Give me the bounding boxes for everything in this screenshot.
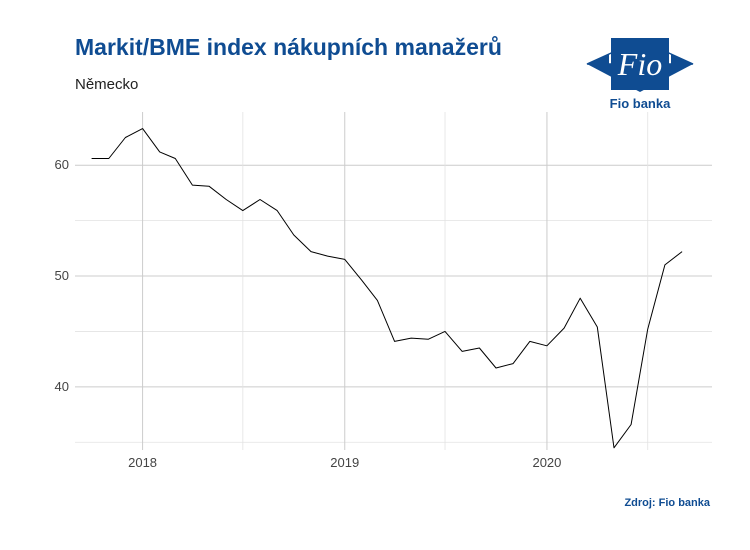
data-point (360, 279, 363, 282)
data-point (158, 150, 161, 153)
data-point (107, 157, 110, 160)
data-point (259, 198, 262, 201)
data-point (512, 362, 515, 365)
data-point (478, 347, 481, 350)
data-point (276, 209, 279, 212)
data-point (444, 330, 447, 333)
data-point (494, 366, 497, 369)
y-tick-label: 50 (55, 268, 69, 283)
data-point (579, 297, 582, 300)
data-point (343, 258, 346, 261)
fio-banka-logo: Fio Fio banka (585, 34, 695, 114)
data-point (630, 423, 633, 426)
data-point (545, 344, 548, 347)
data-point (208, 185, 211, 188)
data-point (225, 198, 228, 201)
data-point (681, 250, 684, 253)
page-subtitle: Německo (75, 76, 139, 93)
logo-brand-name: Fio banka (609, 96, 671, 111)
data-point (596, 325, 599, 328)
chart-grid (75, 112, 712, 450)
data-point (174, 157, 177, 160)
data-point (376, 299, 379, 302)
data-point (410, 337, 413, 340)
y-tick-label: 40 (55, 379, 69, 394)
data-point (326, 255, 329, 258)
data-point (646, 328, 649, 331)
data-point (461, 350, 464, 353)
source-note: Zdroj: Fio banka (624, 497, 710, 509)
data-point (241, 209, 244, 212)
y-tick-label: 60 (55, 157, 69, 172)
x-tick-label: 2020 (532, 455, 561, 470)
data-point (427, 338, 430, 341)
data-point (309, 250, 312, 253)
data-point (612, 446, 615, 449)
data-point (191, 184, 194, 187)
data-point (563, 327, 566, 330)
series-line (91, 128, 683, 449)
data-point (292, 234, 295, 237)
data-point (528, 340, 531, 343)
x-tick-label: 2018 (128, 455, 157, 470)
chart-axis-labels: 40 50 60 2018 2019 2020 (55, 157, 562, 470)
data-point (393, 340, 396, 343)
x-tick-label: 2019 (330, 455, 359, 470)
fio-logo-icon: Fio (586, 38, 694, 92)
page-title: Markit/BME index nákupních manažerů (75, 34, 502, 60)
data-point (141, 127, 144, 130)
data-point (663, 263, 666, 266)
chart-series (90, 127, 684, 449)
data-point (90, 157, 93, 160)
data-point (124, 136, 127, 139)
logo-mark: Fio (617, 46, 662, 82)
